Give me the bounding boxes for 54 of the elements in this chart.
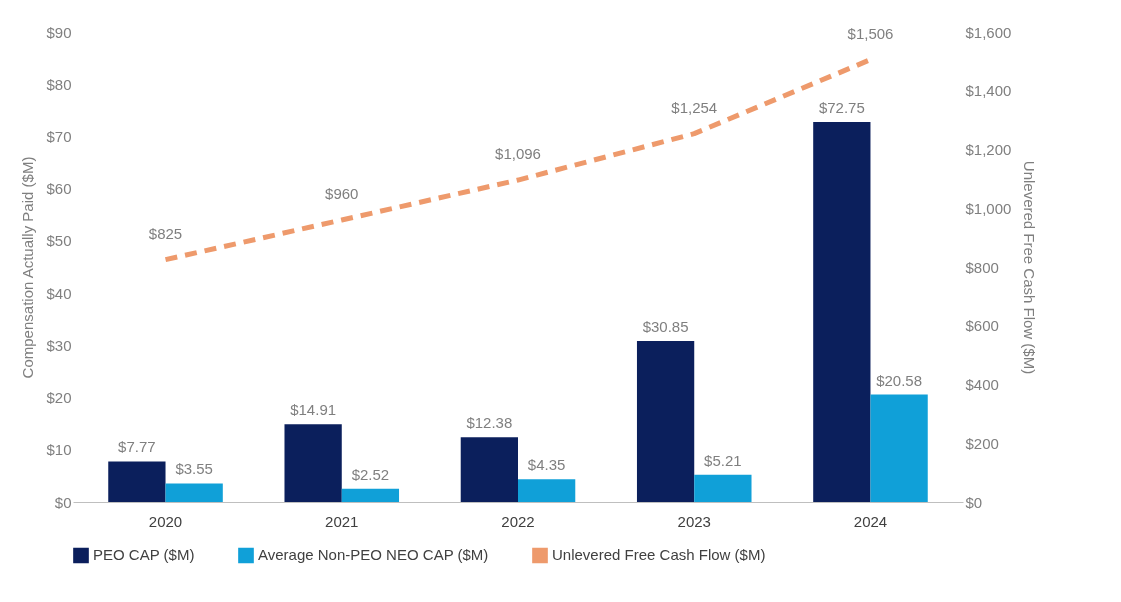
data-label: $1,506 [847,24,894,42]
data-label: $2.52 [351,465,390,483]
y2-tick-label: $1,400 [965,82,1012,100]
bar [518,479,576,502]
y-tick-label: $60 [46,180,72,198]
bar [694,474,752,502]
y2-tick-label: $0 [965,493,983,511]
x-tick-label: 2023 [677,512,711,530]
data-label: $30.85 [642,317,689,335]
data-label: $1,254 [671,98,718,116]
bar [813,122,871,502]
y2-tick-label: $1,600 [965,23,1012,41]
legend-label: PEO CAP ($M) [93,546,195,564]
y-tick-label: $30 [46,336,72,354]
x-tick-label: 2021 [325,512,359,530]
data-label: $14.91 [290,401,337,419]
legend-label: Average Non-PEO NEO CAP ($M) [258,546,489,564]
data-label: $3.55 [175,460,213,478]
bar [636,340,695,502]
y2-tick-label: $400 [965,376,999,393]
y2-tick-label: $1,000 [965,199,1012,217]
bar [165,483,223,502]
bar [341,488,400,502]
y-tick-label: $80 [46,75,72,93]
bar [460,437,518,502]
legend-label: Unlevered Free Cash Flow ($M) [552,546,766,564]
y-tick-label: $90 [46,23,72,41]
bar [284,424,342,502]
y-axis-title: Compensation Actually Paid ($M) [19,156,37,379]
y2-tick-label: $600 [965,317,999,335]
x-tick-label: 2022 [501,512,535,530]
y-tick-label: $20 [46,389,72,407]
data-label: $4.35 [527,456,566,474]
bar [108,461,166,502]
x-tick-label: 2020 [148,512,183,530]
y-tick-label: $10 [46,441,72,459]
data-label: $7.77 [118,438,156,456]
data-label: $5.21 [704,451,742,469]
y-tick-label: $70 [46,127,72,145]
data-label: $72.75 [818,99,865,117]
y-tick-label: $50 [46,232,72,250]
y2-tick-label: $800 [965,258,999,276]
data-label: $825 [148,224,183,242]
data-label: $1,096 [495,145,541,163]
x-tick-label: 2024 [853,512,888,530]
data-label: $20.58 [876,371,923,389]
y2-tick-label: $1,200 [965,141,1012,158]
y2-tick-label: $200 [965,434,999,452]
bar [870,394,928,502]
data-label: $12.38 [466,414,513,432]
y-tick-label: $0 [54,493,72,511]
y-tick-label: $40 [46,284,72,302]
y2-axis-title: Unlevered Free Cash Flow ($M) [1021,160,1039,375]
data-label: $960 [325,185,359,202]
